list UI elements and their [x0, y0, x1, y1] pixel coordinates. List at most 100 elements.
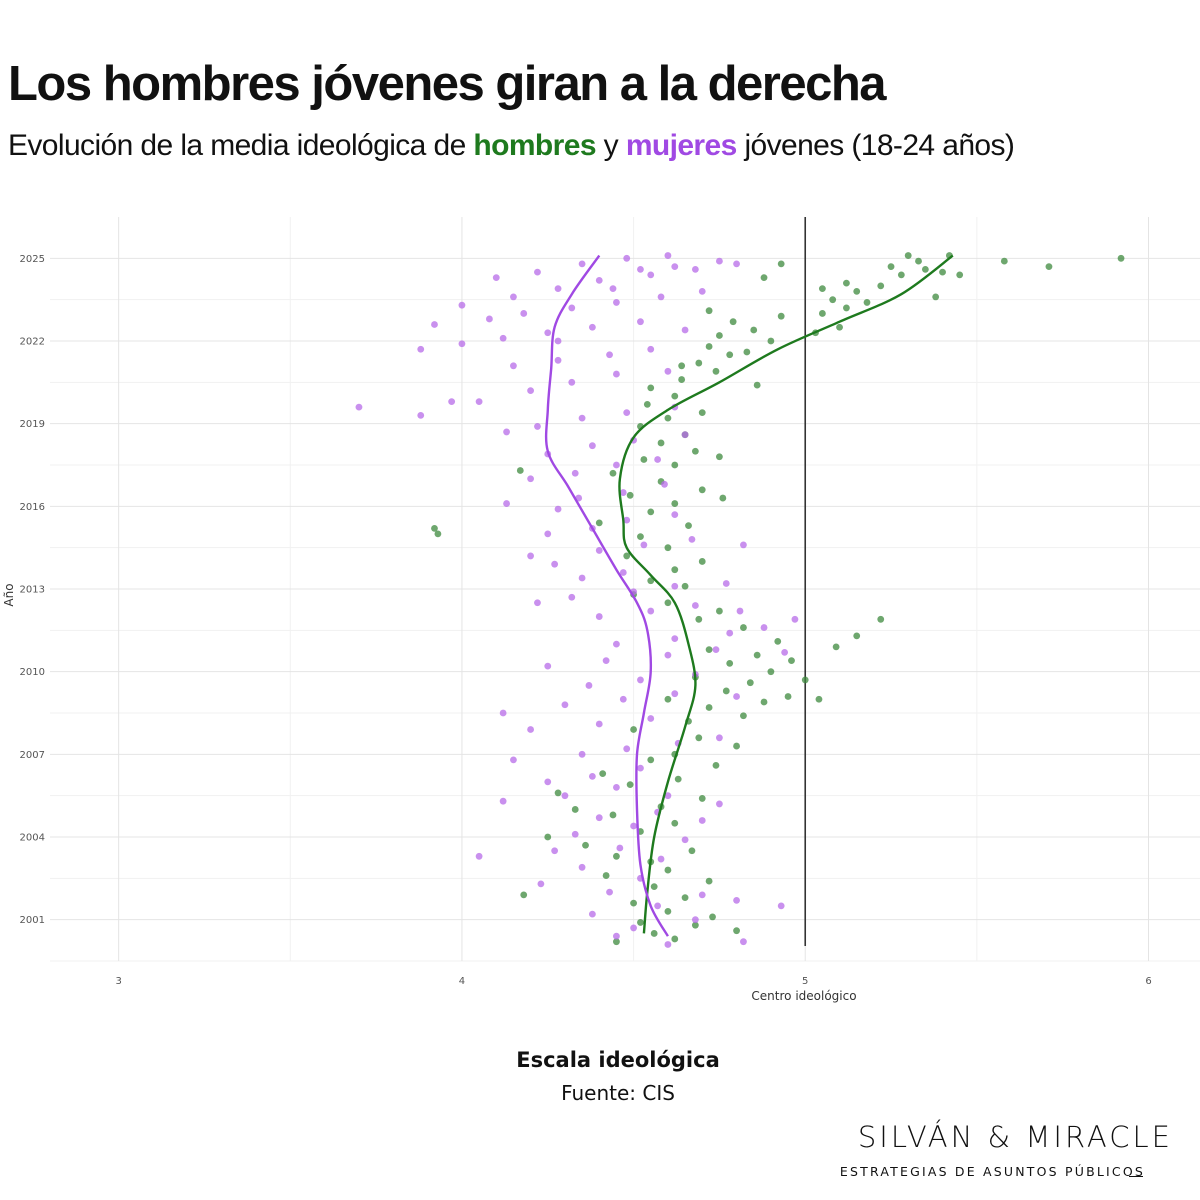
- women-trend-line: [544, 254, 669, 937]
- men-data-point: [722, 687, 730, 695]
- trend-lines-layer: [544, 254, 954, 937]
- men-data-point: [843, 279, 850, 287]
- men-data-point: [784, 693, 792, 700]
- women-data-point: [578, 863, 586, 871]
- men-data-point: [887, 263, 895, 270]
- subtitle-text-start: Evolución de la media ideológica de: [8, 129, 466, 162]
- women-data-point: [578, 260, 586, 268]
- men-data-point: [760, 274, 768, 282]
- women-data-point: [568, 304, 576, 312]
- y-tick-label: 2001: [20, 915, 45, 926]
- men-data-point: [623, 552, 631, 560]
- men-data-point: [705, 343, 713, 350]
- men-data-point: [932, 293, 940, 301]
- women-data-point: [671, 690, 679, 698]
- brand-logo-name: SILVÁN & MIRACLE: [857, 1120, 1173, 1154]
- scatter-chart: 3 4 5 6 2001 2004 2007 2010 2013 2016 2019 2022 202…: [2, 217, 1200, 1003]
- women-data-point: [698, 891, 706, 899]
- women-data-point: [616, 844, 624, 852]
- men-data-point: [571, 806, 579, 813]
- women-data-point: [534, 268, 541, 276]
- women-data-point: [630, 822, 637, 830]
- men-data-point: [691, 447, 699, 455]
- men-data-point: [664, 544, 672, 552]
- women-data-point: [527, 475, 534, 483]
- men-data-point: [647, 577, 655, 585]
- women-data-point: [716, 734, 723, 742]
- women-data-point: [595, 276, 603, 284]
- men-data-point: [726, 660, 734, 667]
- men-data-point: [544, 833, 552, 841]
- women-data-point: [691, 265, 699, 273]
- men-data-point: [650, 883, 658, 890]
- source-label: Fuente: CIS: [561, 1081, 675, 1105]
- women-data-point: [661, 480, 668, 488]
- women-data-point: [619, 695, 627, 703]
- chart-subtitle: Evolución de la media ideológica de homb…: [8, 129, 1015, 162]
- women-data-point: [613, 299, 620, 306]
- men-data-point: [688, 847, 696, 855]
- men-data-point: [626, 491, 634, 499]
- men-data-point: [630, 899, 637, 907]
- men-data-point: [698, 558, 706, 565]
- women-data-point: [606, 888, 613, 896]
- men-data-point: [897, 271, 905, 279]
- women-data-point: [781, 648, 789, 656]
- men-data-point: [681, 894, 689, 902]
- women-data-point: [760, 624, 768, 631]
- grid-major-lines: [50, 217, 1200, 961]
- women-data-point: [691, 602, 699, 609]
- men-data-point: [774, 637, 782, 645]
- women-data-point: [716, 257, 723, 265]
- women-data-point: [503, 428, 510, 436]
- women-data-point: [568, 593, 576, 601]
- men-data-point: [956, 271, 964, 279]
- men-data-point: [664, 695, 672, 703]
- men-data-point: [733, 742, 740, 750]
- men-data-point: [674, 775, 682, 783]
- women-data-point: [698, 288, 706, 295]
- women-data-point: [613, 461, 620, 469]
- women-data-point: [551, 560, 559, 568]
- women-data-point: [551, 847, 559, 855]
- men-data-point: [664, 908, 672, 915]
- women-data-point: [671, 582, 679, 590]
- men-data-point: [753, 381, 761, 389]
- men-data-point: [746, 679, 754, 687]
- subtitle-women-highlight: mujeres: [625, 129, 737, 162]
- women-data-point: [681, 431, 689, 439]
- men-data-point: [939, 268, 946, 276]
- men-data-point: [685, 522, 692, 530]
- men-data-point: [740, 712, 747, 720]
- men-data-point: [788, 657, 795, 665]
- women-data-point: [520, 310, 528, 317]
- men-data-point: [777, 312, 785, 320]
- women-data-point: [561, 792, 569, 800]
- women-data-point: [510, 756, 517, 764]
- women-data-point: [613, 784, 620, 791]
- women-data-point: [726, 629, 734, 637]
- women-data-point: [613, 370, 620, 378]
- women-data-point: [740, 938, 747, 946]
- scale-label: Escala ideológica: [516, 1048, 720, 1072]
- women-data-point: [499, 709, 507, 717]
- women-data-point: [571, 830, 579, 838]
- men-data-point: [650, 930, 658, 937]
- men-data-point: [863, 299, 871, 306]
- y-tick-label: 2022: [20, 337, 45, 348]
- women-data-point: [664, 252, 672, 259]
- women-data-point: [431, 321, 438, 328]
- men-data-point: [664, 866, 672, 874]
- women-data-point: [475, 852, 483, 860]
- women-data-point: [664, 941, 672, 948]
- women-data-point: [448, 398, 456, 406]
- men-data-point: [671, 500, 679, 507]
- women-data-point: [637, 265, 644, 273]
- women-data-point: [585, 682, 593, 689]
- men-data-point: [801, 676, 809, 684]
- y-tick-label: 2010: [20, 667, 45, 678]
- men-data-point: [836, 323, 843, 331]
- men-data-point: [609, 811, 617, 819]
- men-data-point: [520, 891, 528, 899]
- men-data-point: [777, 260, 785, 268]
